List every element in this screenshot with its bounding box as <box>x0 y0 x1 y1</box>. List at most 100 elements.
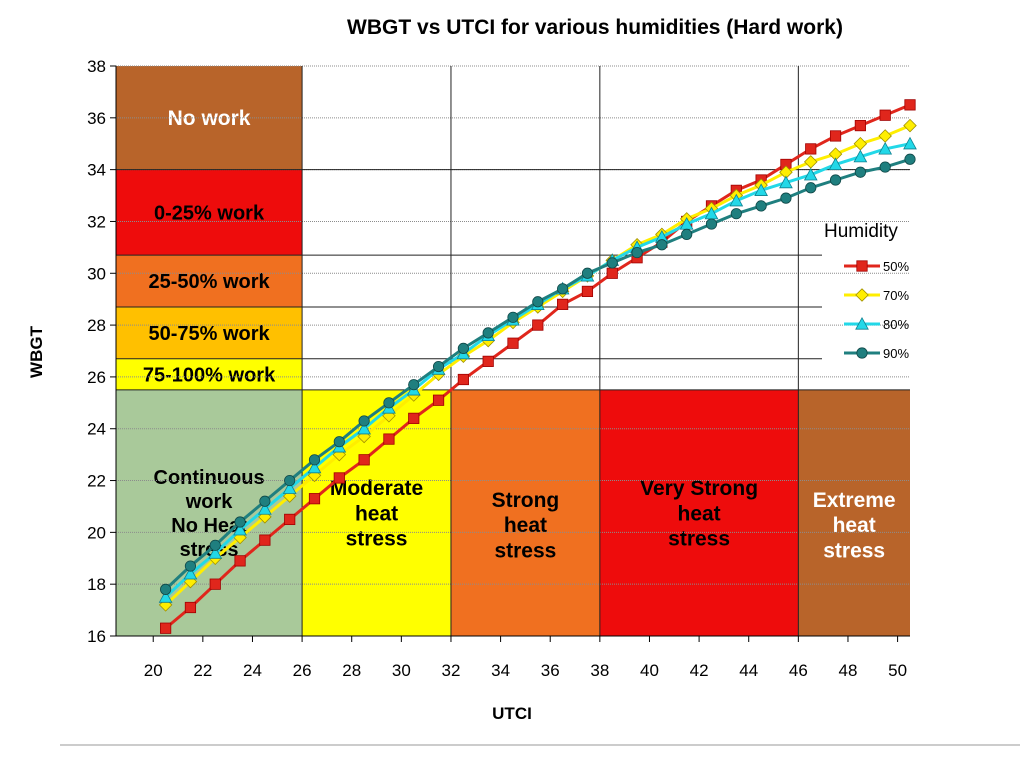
legend-item-0: 50% <box>844 259 909 274</box>
series-2-point-30 <box>903 136 917 150</box>
series-0-point-16 <box>557 298 569 310</box>
zone-label-4-0: 75-100% work <box>143 364 276 386</box>
series-0-point-15 <box>532 319 544 331</box>
x-tick-label-2: 24 <box>243 661 262 680</box>
zone-label-9-1: heat <box>833 514 876 537</box>
series-0-point-7 <box>333 472 345 484</box>
zone-6 <box>302 389 451 636</box>
legend-marker-1 <box>855 288 869 302</box>
series-3-point-19 <box>631 246 643 259</box>
series-3-point-28 <box>854 166 866 178</box>
series-1-point-0 <box>158 598 173 612</box>
legend-marker-2 <box>855 316 869 330</box>
legend-item-3: 90% <box>844 346 909 361</box>
series-3-point-13 <box>482 327 494 339</box>
series-3-point-22 <box>705 218 718 230</box>
series-3-point-6 <box>308 454 321 466</box>
x-tick-label-1: 22 <box>193 661 212 680</box>
y-tick-label-7: 30 <box>87 264 106 283</box>
series-2-point-6 <box>307 460 322 474</box>
x-tick-label-14: 48 <box>839 661 858 680</box>
x-tick-label-9: 38 <box>590 661 609 680</box>
series-2-point-27 <box>828 157 843 171</box>
series-3-point-18 <box>606 257 618 269</box>
series-0-point-29 <box>879 109 891 121</box>
series-3-point-4 <box>259 495 271 507</box>
series-0-point-10 <box>408 412 420 424</box>
series-3-point-11 <box>432 360 445 373</box>
series-3-point-10 <box>408 379 420 391</box>
series-3-point-8 <box>358 415 370 427</box>
zone-label-9-2: stress <box>823 539 885 562</box>
legend-label-0: 50% <box>883 259 909 274</box>
series-0-point-8 <box>358 454 370 466</box>
zone-label-0-0: No work <box>168 107 251 130</box>
series-2-point-28 <box>853 149 868 163</box>
y-tick-label-2: 20 <box>87 523 106 542</box>
series-0-point-13 <box>482 355 494 367</box>
series-3-point-0 <box>160 583 172 595</box>
zone-label-7-2: stress <box>494 539 556 562</box>
zone-label-5-1: work <box>185 491 234 513</box>
zone-label-8-2: stress <box>668 527 730 550</box>
series-1-point-29 <box>878 129 892 143</box>
x-tick-label-12: 44 <box>739 661 758 680</box>
series-3-point-3 <box>234 516 246 528</box>
series-2-point-8 <box>357 421 371 435</box>
zone-label-3-0: 50-75% work <box>148 323 270 345</box>
zone-9 <box>798 389 910 636</box>
series-0-point-11 <box>432 394 445 406</box>
series-2-point-26 <box>803 167 818 181</box>
series-0-point-9 <box>383 433 395 445</box>
series-0-point-18 <box>606 267 618 279</box>
series-3-point-17 <box>581 267 594 279</box>
series-3-point-7 <box>333 436 345 448</box>
series-2-point-0 <box>158 590 173 603</box>
legend: Humidity 50% 70% 80% 90% <box>824 221 909 361</box>
series-0-point-30 <box>904 99 916 111</box>
series-3-point-20 <box>656 239 668 251</box>
series-1-point-26 <box>803 155 818 169</box>
series-3-point-23 <box>730 208 742 220</box>
y-axis-title: WBGT <box>27 325 46 378</box>
zone-4 <box>116 358 303 390</box>
zone-label-8-0: Very Strong <box>640 477 758 500</box>
x-tick-label-3: 26 <box>293 661 312 680</box>
legend-label-3: 90% <box>883 346 909 361</box>
x-tick-label-8: 36 <box>541 661 560 680</box>
zone-label-7-1: heat <box>504 514 547 537</box>
series-3-point-29 <box>879 161 891 173</box>
x-tick-label-5: 30 <box>392 661 411 680</box>
series-2-point-1 <box>183 566 198 580</box>
zone-label-6-1: heat <box>355 502 398 525</box>
y-tick-label-9: 34 <box>87 161 106 180</box>
y-tick-label-8: 32 <box>87 212 106 231</box>
zone-label-8-1: heat <box>678 502 721 525</box>
zone-label-7-0: Strong <box>492 489 560 512</box>
series-3-point-12 <box>457 342 469 355</box>
series-3-point-5 <box>284 474 296 487</box>
x-tick-label-7: 34 <box>491 661 510 680</box>
series-3-point-15 <box>532 296 544 308</box>
x-axis-title: UTCI <box>492 704 532 723</box>
series-2-point-24 <box>754 183 768 196</box>
series-0-point-0 <box>160 622 172 634</box>
y-tick-label-6: 28 <box>87 316 106 335</box>
series-3-point-30 <box>904 153 916 165</box>
series-0-point-26 <box>805 143 817 155</box>
x-tick-label-11: 42 <box>690 661 709 680</box>
series-0-point-3 <box>234 555 246 567</box>
legend-item-1: 70% <box>844 288 909 303</box>
y-tick-label-0: 16 <box>87 627 106 646</box>
series-3-point-9 <box>383 397 395 409</box>
zone-label-6-0: Moderate <box>330 477 423 500</box>
series-0-point-28 <box>854 119 866 132</box>
zone-label-6-2: stress <box>346 527 408 550</box>
series-3-point-2 <box>209 539 221 551</box>
series-3-point-1 <box>184 560 197 572</box>
series-0-point-4 <box>259 534 271 546</box>
series-0-point-14 <box>507 337 519 349</box>
series-3 <box>160 153 916 595</box>
chart-title: WBGT vs UTCI for various humidities (Har… <box>347 16 843 39</box>
